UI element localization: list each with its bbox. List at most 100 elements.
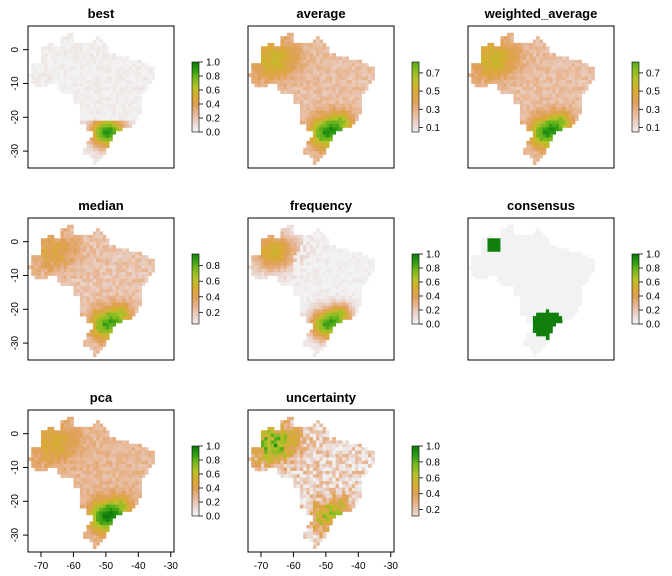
raster-cell (96, 332, 100, 337)
colorbar-step (192, 107, 199, 110)
raster-cell (76, 275, 81, 280)
raster-cell (581, 73, 586, 78)
raster-cell (536, 305, 540, 310)
colorbar: 0.20.40.60.8 (191, 253, 220, 325)
raster-cell (536, 309, 540, 314)
colorbar-step (412, 294, 419, 297)
raster-cell (510, 46, 514, 51)
raster-cell (325, 49, 330, 54)
raster-cell (565, 103, 569, 108)
raster-cell (86, 120, 91, 125)
raster-cell (105, 73, 110, 78)
raster-cell (338, 103, 343, 108)
raster-cell (270, 59, 275, 64)
raster-cell (299, 42, 304, 47)
raster-cell (112, 450, 116, 455)
raster-cell (86, 97, 91, 101)
raster-cell (303, 272, 307, 276)
raster-cell (351, 302, 356, 307)
raster-cell (34, 268, 39, 273)
raster-cell (312, 140, 317, 145)
raster-cell (542, 120, 547, 125)
raster-cell (96, 127, 100, 132)
raster-cell (66, 265, 71, 270)
raster-cell (115, 292, 120, 297)
raster-cell (47, 258, 52, 263)
raster-cell (83, 73, 87, 78)
raster-cell (105, 305, 110, 310)
raster-cell (513, 265, 518, 270)
raster-cell (280, 251, 285, 256)
raster-cell (568, 251, 573, 256)
raster-cell (66, 248, 71, 253)
raster-cell (480, 46, 485, 51)
raster-cell (506, 90, 511, 95)
raster-cell (50, 255, 55, 259)
raster-cell (539, 339, 544, 344)
raster-cell (102, 93, 107, 98)
raster-cell (571, 66, 576, 71)
raster-cell (115, 289, 120, 293)
raster-cell (516, 49, 521, 54)
raster-cell (286, 258, 291, 263)
raster-cell (316, 349, 320, 354)
raster-cell (338, 282, 343, 287)
raster-cell (251, 73, 255, 78)
raster-cell (102, 299, 107, 303)
raster-cell (83, 251, 87, 256)
raster-cell (319, 100, 324, 105)
colorbar-step (412, 90, 419, 93)
raster-cell (578, 76, 582, 81)
raster-cell (519, 46, 524, 51)
raster-cell (578, 83, 582, 88)
raster-cell (578, 251, 582, 256)
raster-cell (513, 86, 518, 91)
raster-cell (89, 289, 94, 293)
raster-cell (37, 272, 42, 276)
raster-cell (523, 76, 527, 81)
raster-cell (86, 100, 91, 105)
raster-cell (529, 69, 534, 74)
raster-cell (487, 255, 492, 259)
raster-cell (532, 154, 537, 159)
raster-cell (109, 127, 113, 132)
raster-cell (312, 151, 317, 155)
raster-cell (487, 42, 492, 47)
raster-cell (118, 285, 123, 290)
raster-cell (89, 443, 94, 448)
raster-cell (506, 53, 511, 57)
raster-cell (118, 117, 123, 122)
raster-cell (144, 80, 149, 84)
raster-cell (332, 272, 336, 276)
raster-cell (329, 255, 333, 259)
raster-cell (358, 251, 362, 256)
raster-cell (474, 272, 479, 276)
raster-cell (99, 346, 104, 351)
raster-cell (532, 90, 537, 95)
raster-cell (306, 295, 311, 300)
raster-cell (571, 117, 576, 122)
raster-cell (131, 305, 136, 310)
raster-cell (102, 339, 107, 344)
raster-cell (578, 100, 582, 105)
raster-cell (135, 113, 139, 118)
raster-cell (510, 90, 514, 95)
raster-cell (83, 255, 87, 259)
raster-cell (539, 97, 544, 101)
raster-cell (270, 73, 275, 78)
raster-cell (526, 120, 531, 125)
raster-cell (309, 234, 314, 239)
raster-cell (109, 245, 113, 249)
raster-cell (490, 238, 495, 243)
raster-cell (44, 59, 48, 64)
raster-cell (519, 66, 524, 71)
raster-cell (526, 251, 531, 256)
raster-cell (44, 447, 48, 451)
raster-cell (355, 255, 359, 259)
raster-cell (316, 309, 320, 314)
raster-cell (254, 63, 259, 67)
raster-cell (99, 457, 104, 462)
colorbar-step (632, 297, 639, 300)
raster-cell (83, 248, 87, 253)
raster-cell (309, 336, 314, 341)
